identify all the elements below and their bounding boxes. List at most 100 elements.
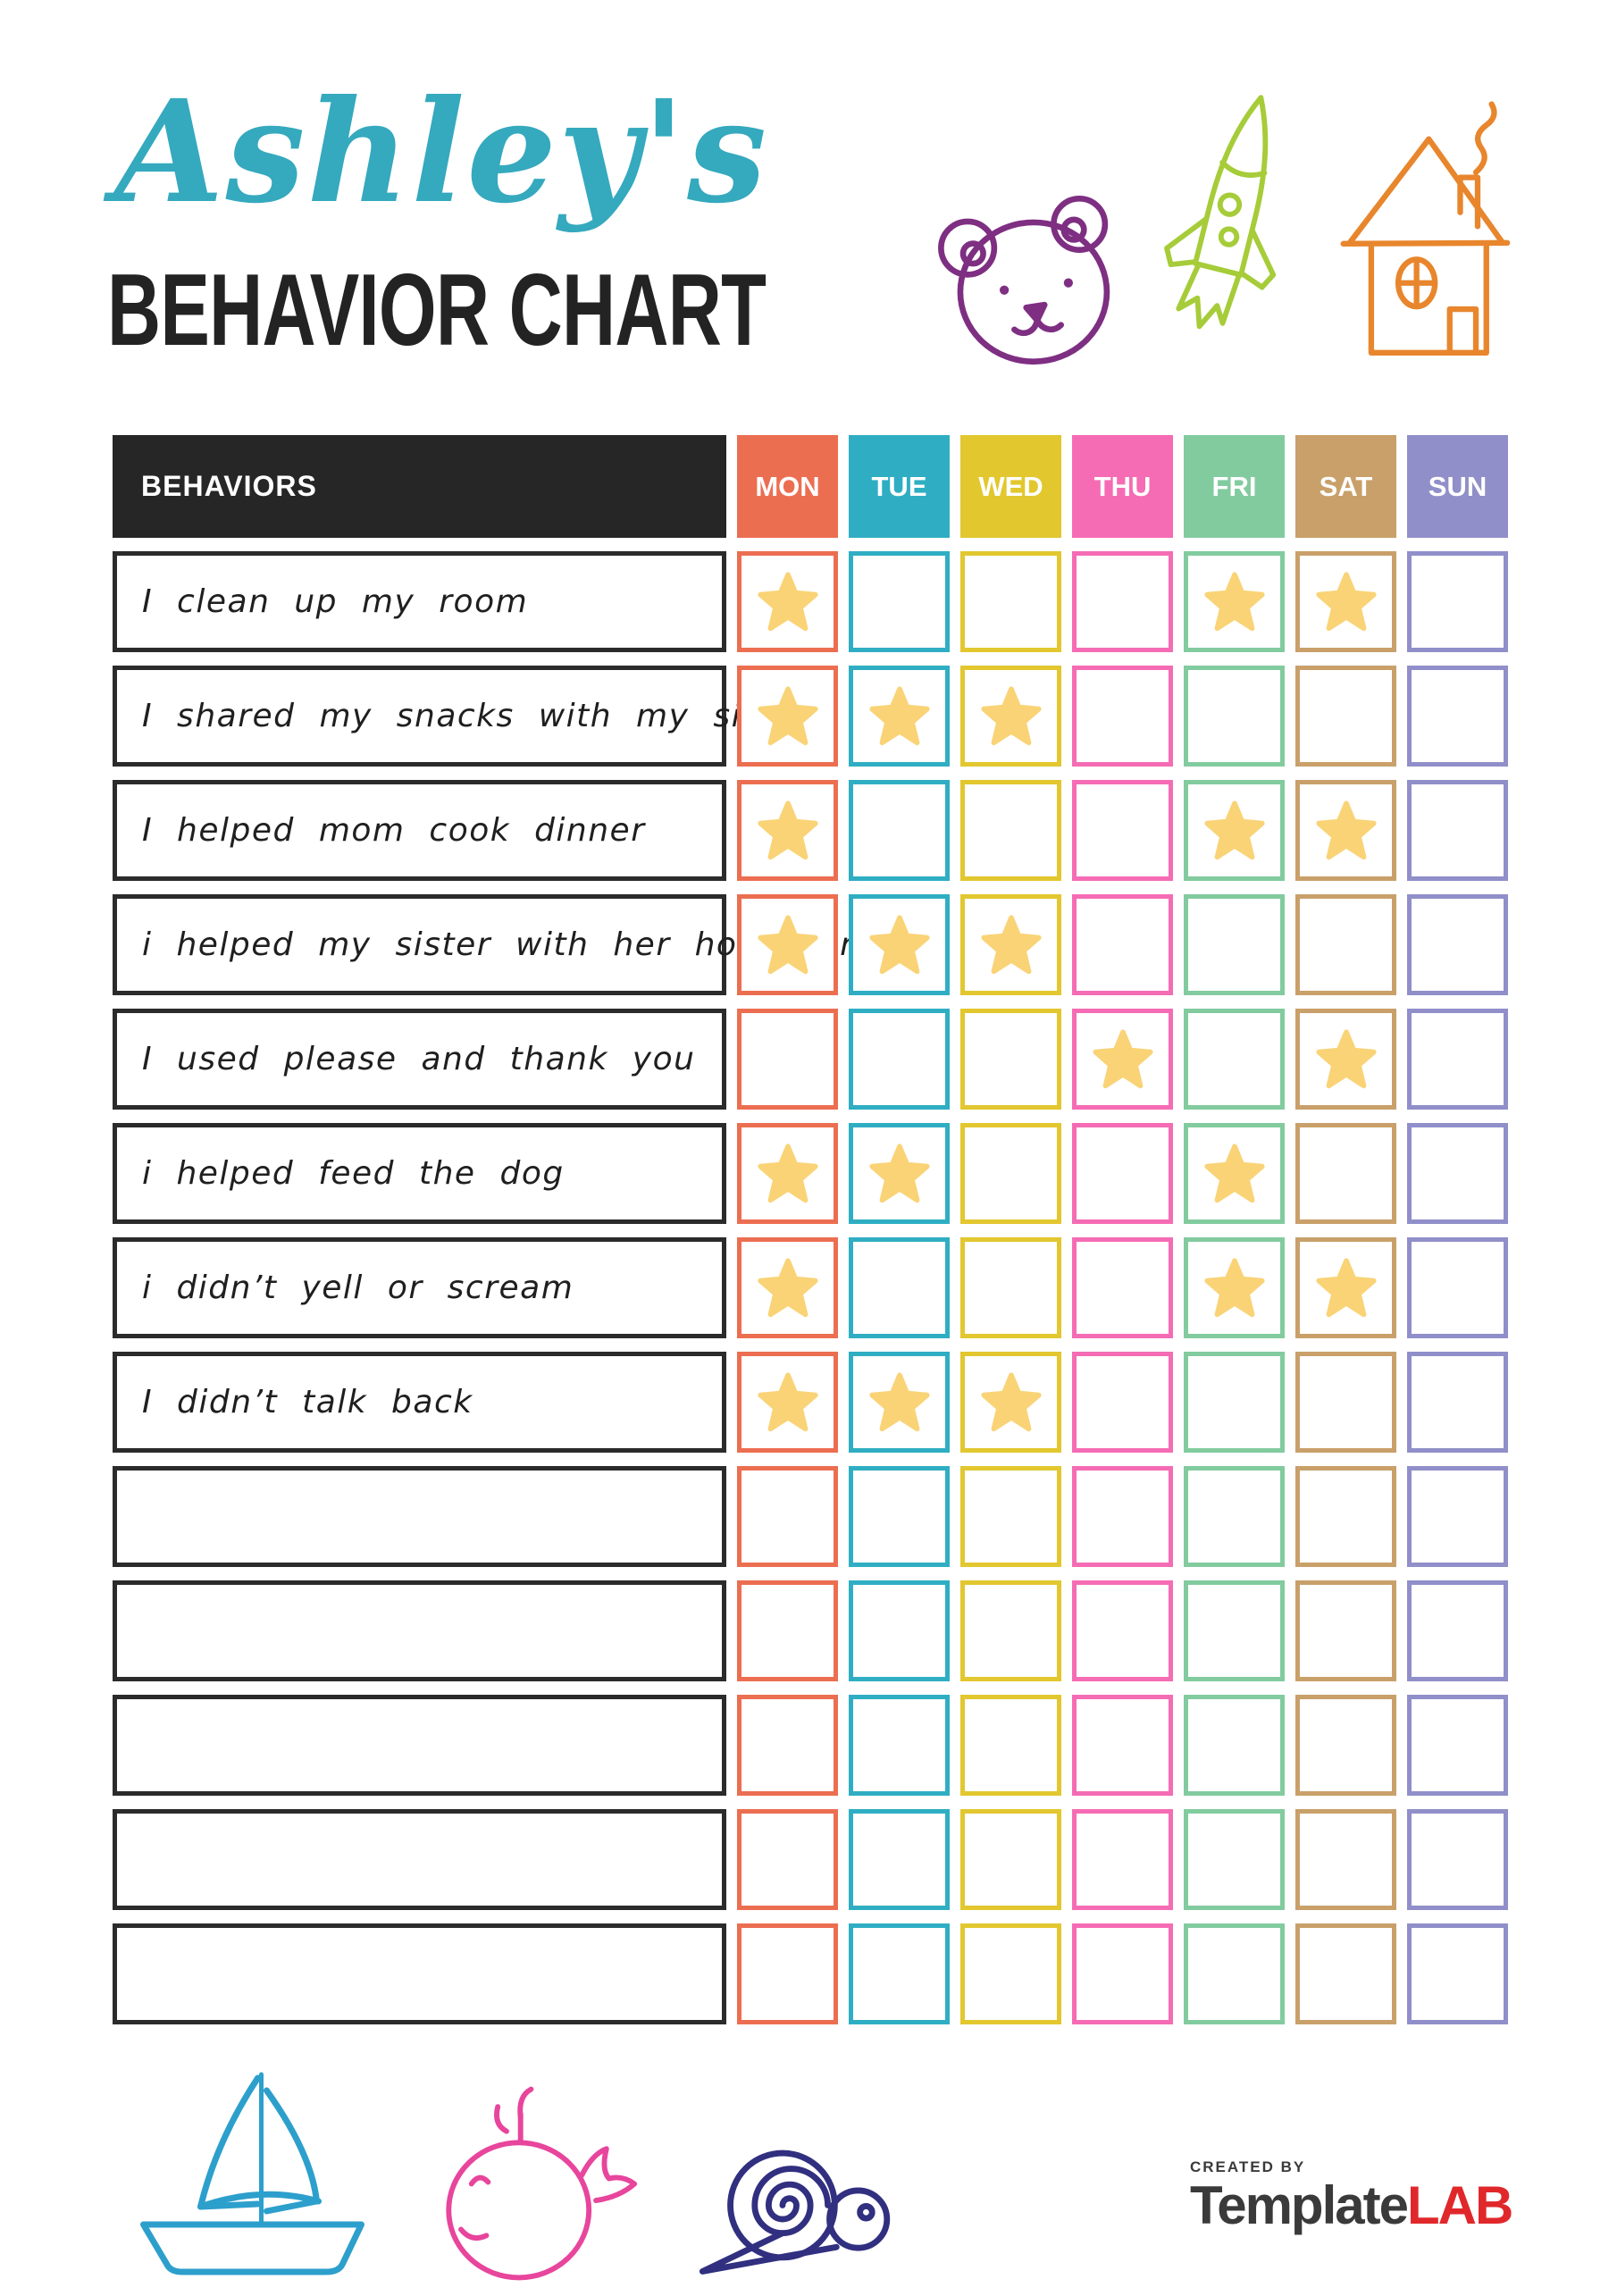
cell-thu-row5[interactable] <box>1072 1009 1173 1110</box>
cell-thu-row10[interactable] <box>1072 1580 1173 1681</box>
behavior-label-row-3: I helped mom cook dinner <box>113 780 726 881</box>
cell-sun-row8[interactable] <box>1407 1352 1508 1453</box>
cell-wed-row4[interactable] <box>960 894 1061 995</box>
cell-mon-row11[interactable] <box>737 1695 838 1796</box>
cell-sun-row12[interactable] <box>1407 1809 1508 1910</box>
cell-sun-row2[interactable] <box>1407 666 1508 767</box>
cell-sat-row12[interactable] <box>1295 1809 1396 1910</box>
cell-tue-row8[interactable] <box>849 1352 950 1453</box>
cell-fri-row7[interactable] <box>1184 1237 1285 1338</box>
cell-mon-row9[interactable] <box>737 1466 838 1567</box>
cell-tue-row9[interactable] <box>849 1466 950 1567</box>
cell-mon-row13[interactable] <box>737 1923 838 2024</box>
cell-mon-row8[interactable] <box>737 1352 838 1453</box>
cell-tue-row1[interactable] <box>849 551 950 652</box>
behaviors-column-header: BEHAVIORS <box>113 435 726 538</box>
cell-thu-row1[interactable] <box>1072 551 1173 652</box>
cell-sat-row7[interactable] <box>1295 1237 1396 1338</box>
cell-thu-row9[interactable] <box>1072 1466 1173 1567</box>
cell-fri-row11[interactable] <box>1184 1695 1285 1796</box>
cell-sun-row11[interactable] <box>1407 1695 1508 1796</box>
cell-tue-row4[interactable] <box>849 894 950 995</box>
cell-thu-row7[interactable] <box>1072 1237 1173 1338</box>
cell-sat-row3[interactable] <box>1295 780 1396 881</box>
cell-thu-row8[interactable] <box>1072 1352 1173 1453</box>
cell-wed-row7[interactable] <box>960 1237 1061 1338</box>
cell-mon-row2[interactable] <box>737 666 838 767</box>
created-by-label: CREATED BY <box>1190 2158 1306 2175</box>
cell-wed-row1[interactable] <box>960 551 1061 652</box>
cell-thu-row12[interactable] <box>1072 1809 1173 1910</box>
cell-wed-row3[interactable] <box>960 780 1061 881</box>
cell-fri-row10[interactable] <box>1184 1580 1285 1681</box>
cell-thu-row2[interactable] <box>1072 666 1173 767</box>
cell-fri-row3[interactable] <box>1184 780 1285 881</box>
cell-tue-row7[interactable] <box>849 1237 950 1338</box>
behavior-table: BEHAVIORS MON TUE WED THU FRI SAT SUN I clean up… <box>113 435 1508 2024</box>
cell-mon-row10[interactable] <box>737 1580 838 1681</box>
cell-sun-row10[interactable] <box>1407 1580 1508 1681</box>
cell-sat-row11[interactable] <box>1295 1695 1396 1796</box>
cell-sun-row5[interactable] <box>1407 1009 1508 1110</box>
cell-wed-row8[interactable] <box>960 1352 1061 1453</box>
cell-wed-row12[interactable] <box>960 1809 1061 1910</box>
cell-sat-row6[interactable] <box>1295 1123 1396 1224</box>
cell-wed-row10[interactable] <box>960 1580 1061 1681</box>
cell-fri-row9[interactable] <box>1184 1466 1285 1567</box>
cell-sun-row1[interactable] <box>1407 551 1508 652</box>
cell-sun-row13[interactable] <box>1407 1923 1508 2024</box>
cell-tue-row6[interactable] <box>849 1123 950 1224</box>
cell-mon-row7[interactable] <box>737 1237 838 1338</box>
cell-fri-row4[interactable] <box>1184 894 1285 995</box>
cell-wed-row11[interactable] <box>960 1695 1061 1796</box>
cell-fri-row1[interactable] <box>1184 551 1285 652</box>
cell-sun-row7[interactable] <box>1407 1237 1508 1338</box>
cell-wed-row6[interactable] <box>960 1123 1061 1224</box>
cell-wed-row2[interactable] <box>960 666 1061 767</box>
star-icon <box>1203 1143 1265 1202</box>
cell-fri-row13[interactable] <box>1184 1923 1285 2024</box>
cell-thu-row3[interactable] <box>1072 780 1173 881</box>
cell-mon-row6[interactable] <box>737 1123 838 1224</box>
cell-fri-row6[interactable] <box>1184 1123 1285 1224</box>
cell-tue-row11[interactable] <box>849 1695 950 1796</box>
star-icon <box>757 800 818 859</box>
cell-thu-row11[interactable] <box>1072 1695 1173 1796</box>
day-header-thu: THU <box>1072 435 1173 538</box>
cell-sun-row4[interactable] <box>1407 894 1508 995</box>
cell-mon-row3[interactable] <box>737 780 838 881</box>
cell-tue-row10[interactable] <box>849 1580 950 1681</box>
cell-mon-row12[interactable] <box>737 1809 838 1910</box>
cell-tue-row3[interactable] <box>849 780 950 881</box>
cell-fri-row2[interactable] <box>1184 666 1285 767</box>
cell-mon-row4[interactable] <box>737 894 838 995</box>
cell-sat-row13[interactable] <box>1295 1923 1396 2024</box>
cell-sat-row1[interactable] <box>1295 551 1396 652</box>
cell-thu-row13[interactable] <box>1072 1923 1173 2024</box>
cell-wed-row13[interactable] <box>960 1923 1061 2024</box>
cell-tue-row5[interactable] <box>849 1009 950 1110</box>
cell-mon-row1[interactable] <box>737 551 838 652</box>
cell-tue-row13[interactable] <box>849 1923 950 2024</box>
cell-sun-row6[interactable] <box>1407 1123 1508 1224</box>
cell-fri-row12[interactable] <box>1184 1809 1285 1910</box>
star-icon <box>757 685 818 745</box>
cell-sun-row3[interactable] <box>1407 780 1508 881</box>
cell-sat-row9[interactable] <box>1295 1466 1396 1567</box>
cell-sat-row2[interactable] <box>1295 666 1396 767</box>
cell-sat-row10[interactable] <box>1295 1580 1396 1681</box>
cell-thu-row4[interactable] <box>1072 894 1173 995</box>
cell-sat-row4[interactable] <box>1295 894 1396 995</box>
cell-fri-row5[interactable] <box>1184 1009 1285 1110</box>
cell-tue-row12[interactable] <box>849 1809 950 1910</box>
cell-sat-row5[interactable] <box>1295 1009 1396 1110</box>
cell-wed-row5[interactable] <box>960 1009 1061 1110</box>
cell-sat-row8[interactable] <box>1295 1352 1396 1453</box>
cell-thu-row6[interactable] <box>1072 1123 1173 1224</box>
cell-fri-row8[interactable] <box>1184 1352 1285 1453</box>
cell-sun-row9[interactable] <box>1407 1466 1508 1567</box>
star-icon <box>1203 571 1265 631</box>
cell-tue-row2[interactable] <box>849 666 950 767</box>
cell-wed-row9[interactable] <box>960 1466 1061 1567</box>
cell-mon-row5[interactable] <box>737 1009 838 1110</box>
